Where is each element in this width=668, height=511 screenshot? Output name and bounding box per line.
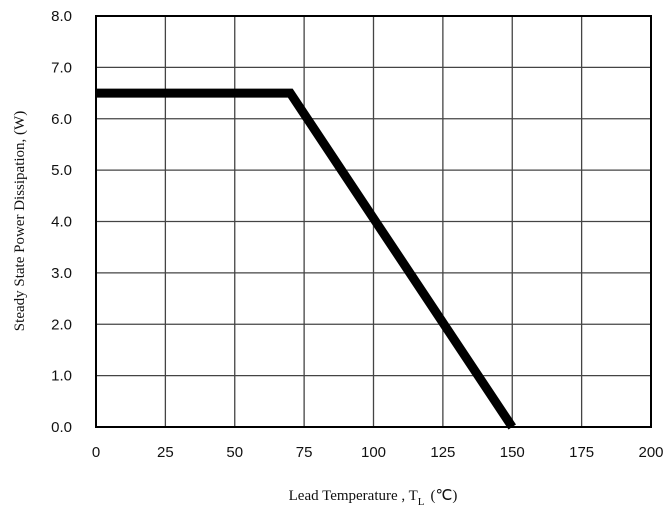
- x-axis-title: Lead Temperature , TL (℃): [289, 488, 458, 508]
- y-tick-labels: 0.0 1.0 2.0 3.0 4.0 5.0 6.0 7.0 8.0: [51, 8, 72, 436]
- y-tick-label: 7.0: [51, 59, 72, 76]
- y-axis-title: Steady State Power Dissipation, (W): [12, 111, 28, 331]
- plot-frame: [95, 15, 652, 428]
- x-axis-title-subscript: L: [418, 496, 425, 508]
- y-tick-label: 4.0: [51, 214, 72, 231]
- y-tick-label: 1.0: [51, 368, 72, 385]
- x-tick-label: 50: [226, 444, 243, 461]
- y-tick-label: 0.0: [51, 419, 72, 436]
- y-tick-label: 2.0: [51, 316, 72, 333]
- y-tick-label: 3.0: [51, 265, 72, 282]
- x-tick-labels: 0 25 50 75 100 125 150 175 200: [92, 444, 664, 461]
- x-tick-label: 200: [638, 444, 663, 461]
- y-tick-label: 6.0: [51, 111, 72, 128]
- x-tick-label: 100: [361, 444, 386, 461]
- x-tick-label: 25: [157, 444, 174, 461]
- x-tick-label: 125: [430, 444, 455, 461]
- x-tick-label: 75: [296, 444, 313, 461]
- y-tick-label: 5.0: [51, 162, 72, 179]
- y-tick-label: 8.0: [51, 8, 72, 25]
- x-axis-title-main: Lead Temperature , T: [289, 488, 418, 504]
- series-line: [96, 88, 516, 430]
- x-tick-label: 150: [500, 444, 525, 461]
- x-tick-label: 175: [569, 444, 594, 461]
- series-group: [96, 88, 516, 430]
- x-tick-label: 0: [92, 444, 100, 461]
- x-axis-title-unit: (℃): [431, 488, 458, 504]
